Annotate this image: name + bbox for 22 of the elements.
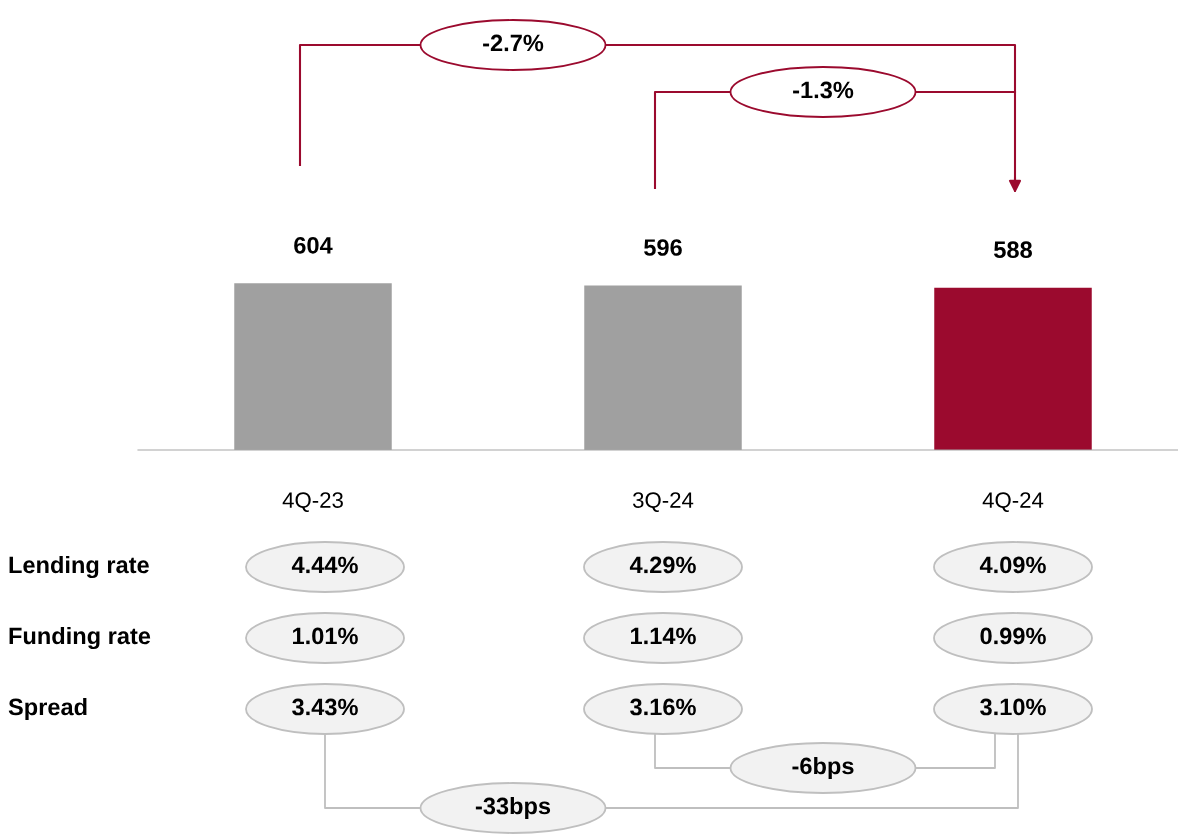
text: -1.3%	[793, 81, 854, 99]
x-tick-label: 4Q-23	[282, 492, 343, 512]
text: 3.10%	[980, 698, 1046, 716]
x-tick-label: 4Q-24	[982, 492, 1044, 512]
text: Lending rate	[9, 555, 149, 579]
text: 0.99%	[980, 627, 1046, 645]
text: Spread	[8, 697, 87, 721]
text: -33bps	[475, 796, 551, 819]
data-label: 604	[294, 236, 333, 254]
text: 1.01%	[293, 627, 358, 645]
text: 3.43%	[292, 698, 358, 716]
text: 4.29%	[629, 556, 696, 574]
x-tick-label: 3Q-24	[632, 492, 694, 512]
text: 4.44%	[291, 556, 358, 574]
data-label: 588	[994, 241, 1032, 259]
text: -6bps	[792, 756, 854, 780]
data-label: 596	[644, 239, 682, 256]
text: Funding rate	[9, 626, 151, 650]
text: -2.7%	[483, 34, 544, 52]
text: 3.16%	[630, 698, 696, 716]
text: 4.09%	[979, 556, 1046, 574]
text: 1.14%	[631, 627, 696, 645]
